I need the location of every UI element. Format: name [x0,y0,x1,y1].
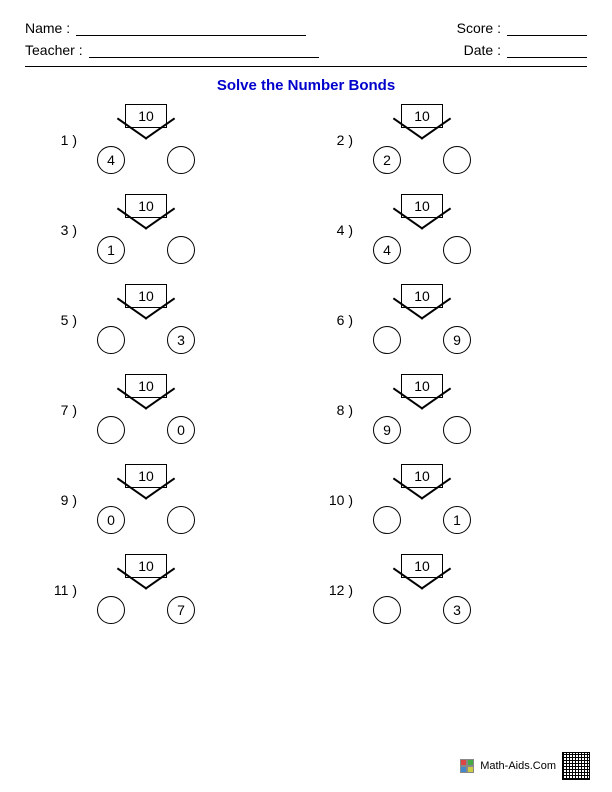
number-bond-problem: 8 )109 [321,374,567,446]
number-bond: 104 [81,104,211,176]
problem-number: 1 ) [45,132,81,148]
number-bond: 101 [81,194,211,266]
part-circle-right[interactable] [167,146,195,174]
problem-number: 5 ) [45,312,81,328]
score-field: Score : [457,20,587,36]
teacher-label: Teacher : [25,42,83,58]
whole-box: 10 [125,374,167,398]
number-bond: 109 [357,374,487,446]
footer: Math-Aids.Com [460,752,590,780]
part-circle-right[interactable] [443,146,471,174]
part-circle-left: 9 [373,416,401,444]
problem-number: 9 ) [45,492,81,508]
whole-box: 10 [125,104,167,128]
number-bond: 103 [357,554,487,626]
problem-number: 4 ) [321,222,357,238]
part-circle-left: 2 [373,146,401,174]
name-line[interactable] [76,20,306,36]
part-circle-left: 0 [97,506,125,534]
footer-site: Math-Aids.Com [480,760,556,772]
part-circle-right[interactable] [167,506,195,534]
header-divider [25,66,587,67]
number-bond-problem: 11 )107 [45,554,291,626]
date-line[interactable] [507,42,587,58]
number-bond: 103 [81,284,211,356]
whole-box: 10 [401,374,443,398]
whole-box: 10 [401,194,443,218]
whole-box: 10 [125,554,167,578]
problem-number: 8 ) [321,402,357,418]
part-circle-right[interactable] [443,236,471,264]
number-bond: 109 [357,284,487,356]
number-bond-problem: 3 )101 [45,194,291,266]
problem-number: 12 ) [321,582,357,598]
worksheet-title: Solve the Number Bonds [25,77,587,94]
problem-number: 3 ) [45,222,81,238]
teacher-field: Teacher : [25,42,319,58]
number-bond-problem: 6 )109 [321,284,567,356]
part-circle-left[interactable] [97,416,125,444]
part-circle-right: 0 [167,416,195,444]
part-circle-right: 7 [167,596,195,624]
problem-number: 10 ) [321,492,357,508]
number-bond: 100 [81,374,211,446]
problem-number: 2 ) [321,132,357,148]
number-bond-problem: 7 )100 [45,374,291,446]
number-bond: 101 [357,464,487,536]
score-line[interactable] [507,20,587,36]
number-bond: 102 [357,104,487,176]
part-circle-left[interactable] [373,506,401,534]
problem-number: 7 ) [45,402,81,418]
problem-grid: 1 )1042 )1023 )1014 )1045 )1036 )1097 )1… [25,104,587,626]
number-bond: 107 [81,554,211,626]
score-label: Score : [457,20,501,36]
part-circle-right: 1 [443,506,471,534]
part-circle-left[interactable] [97,596,125,624]
problem-number: 6 ) [321,312,357,328]
number-bond-problem: 10 )101 [321,464,567,536]
whole-box: 10 [125,464,167,488]
part-circle-left[interactable] [97,326,125,354]
number-bond: 104 [357,194,487,266]
teacher-line[interactable] [89,42,319,58]
part-circle-left[interactable] [373,326,401,354]
whole-box: 10 [401,104,443,128]
part-circle-right: 3 [443,596,471,624]
whole-box: 10 [401,284,443,308]
part-circle-right[interactable] [167,236,195,264]
whole-box: 10 [401,554,443,578]
whole-box: 10 [401,464,443,488]
name-label: Name : [25,20,70,36]
logo-icon [460,759,474,773]
number-bond-problem: 9 )100 [45,464,291,536]
problem-number: 11 ) [45,582,81,598]
number-bond-problem: 5 )103 [45,284,291,356]
part-circle-left: 4 [373,236,401,264]
number-bond-problem: 12 )103 [321,554,567,626]
number-bond: 100 [81,464,211,536]
name-field: Name : [25,20,306,36]
whole-box: 10 [125,194,167,218]
part-circle-right[interactable] [443,416,471,444]
part-circle-right: 9 [443,326,471,354]
part-circle-left: 1 [97,236,125,264]
part-circle-left[interactable] [373,596,401,624]
part-circle-left: 4 [97,146,125,174]
date-label: Date : [464,42,501,58]
part-circle-right: 3 [167,326,195,354]
number-bond-problem: 2 )102 [321,104,567,176]
qr-code-icon [562,752,590,780]
number-bond-problem: 1 )104 [45,104,291,176]
whole-box: 10 [125,284,167,308]
number-bond-problem: 4 )104 [321,194,567,266]
date-field: Date : [464,42,587,58]
